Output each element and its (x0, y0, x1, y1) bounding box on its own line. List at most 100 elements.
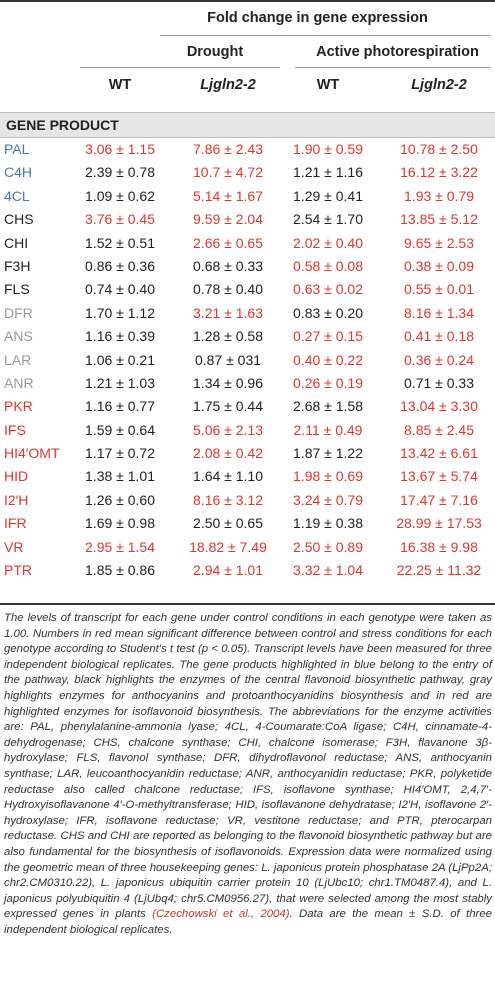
photorespiration-rule (295, 67, 490, 68)
table-row: PKR 1.16 ± 0.77 1.75 ± 0.44 2.68 ± 1.58 13.0… (0, 395, 495, 418)
table-row: ANR 1.21 ± 1.03 1.34 ± 0.96 0.26 ± 0.19 0.71… (0, 372, 495, 395)
table-row: PAL 3.06 ± 1.15 7.86 ± 2.43 1.90 ± 0.59 10.7… (0, 138, 495, 161)
gene-name-cell: PTR (4, 562, 32, 579)
value-cell: 7.86 ± 2.43 (193, 141, 263, 157)
gene-name-cell: IFR (4, 515, 27, 532)
value-cell: 1.98 ± 0.69 (293, 468, 363, 485)
value-cell: 9.65 ± 2.53 (404, 234, 474, 251)
value-cell: 1.29 ± 0.41 (293, 187, 363, 204)
value-cell: 2.66 ± 0.65 (193, 234, 263, 251)
gene-name-cell: F3H (4, 257, 31, 274)
value-cell: 2.50 ± 0.65 (193, 515, 263, 532)
table-main-header: Fold change in gene expression (207, 10, 428, 26)
photorespiration-wt-header: WT (316, 77, 340, 93)
value-cell: 0.40 ± 0.22 (293, 351, 363, 368)
value-cell: 8.16 ± 1.34 (404, 304, 474, 321)
value-cell: 1.21 ± 1.16 (293, 164, 363, 181)
gene-name-cell: I2′H (4, 491, 29, 508)
table-row: C4H 2.39 ± 0.78 10.7 ± 4.72 1.21 ± 1.16 16.1… (0, 161, 495, 184)
value-cell: 0.41 ± 0.18 (404, 328, 474, 345)
photorespiration-mutant-header: Ljgln2-2 (411, 77, 467, 93)
drought-wt-header: WT (108, 77, 132, 93)
value-cell: 18.82 ± 7.49 (189, 538, 267, 555)
value-cell: 17.47 ± 7.16 (400, 491, 478, 508)
table-bottom-rule (0, 603, 495, 605)
value-cell: 0.63 ± 0.02 (293, 281, 363, 298)
value-cell: 0.55 ± 0.01 (404, 281, 474, 298)
gene-name-cell: LAR (4, 351, 32, 368)
value-cell: 1.38 ± 1.01 (85, 468, 155, 485)
table-row: FLS 0.74 ± 0.40 0.78 ± 0.40 0.63 ± 0.02 0.55… (0, 278, 495, 301)
value-cell: 1.90 ± 0.59 (293, 141, 363, 157)
value-cell: 1.34 ± 0.96 (193, 374, 263, 391)
value-cell: 16.38 ± 9.98 (400, 538, 478, 555)
table-row: 4CL 1.09 ± 0.62 5.14 ± 1.67 1.29 ± 0.41 1.93… (0, 185, 495, 208)
value-cell: 1.28 ± 0.58 (193, 328, 263, 345)
value-cell: 13.85 ± 5.12 (400, 211, 478, 228)
value-cell: 3.24 ± 0.79 (293, 491, 363, 508)
value-cell: 8.16 ± 3.12 (193, 491, 263, 508)
table-row: VR 2.95 ± 1.54 18.82 ± 7.49 2.50 ± 0.89 16.3… (0, 536, 495, 559)
footnote-citation-link[interactable]: (Czechowski et al., 2004) (152, 908, 290, 921)
gene-name-cell: PKR (4, 398, 33, 415)
gene-name-cell: ANS (4, 328, 33, 345)
value-cell: 1.59 ± 0.64 (85, 421, 155, 438)
value-cell: 0.27 ± 0.15 (293, 328, 363, 345)
value-cell: 1.21 ± 1.03 (85, 374, 155, 391)
value-cell: 1.85 ± 0.86 (85, 562, 155, 579)
value-cell: 0.36 ± 0.24 (404, 351, 474, 368)
value-cell: 8.85 ± 2.45 (404, 421, 474, 438)
value-cell: 3.21 ± 1.63 (193, 304, 263, 321)
table-row: IFS 1.59 ± 0.64 5.06 ± 2.13 2.11 ± 0.49 8.85… (0, 419, 495, 442)
value-cell: 5.06 ± 2.13 (193, 421, 263, 438)
section-header-band: GENE PRODUCT (0, 112, 495, 138)
value-cell: 3.76 ± 0.45 (85, 211, 155, 228)
gene-name-cell: PAL (4, 141, 30, 157)
table-row: IFR 1.69 ± 0.98 2.50 ± 0.65 1.19 ± 0.38 28.9… (0, 512, 495, 535)
table-row: CHI 1.52 ± 0.51 2.66 ± 0.65 2.02 ± 0.40 9.65… (0, 232, 495, 255)
table-row: ANS 1.16 ± 0.39 1.28 ± 0.58 0.27 ± 0.15 0.41… (0, 325, 495, 348)
table-footnote: The levels of transcript for each gene u… (4, 611, 492, 938)
value-cell: 0.87 ± 031 (194, 351, 262, 368)
value-cell: 2.08 ± 0.42 (193, 445, 263, 462)
value-cell: 2.68 ± 1.58 (293, 398, 363, 415)
value-cell: 16.12 ± 3.22 (400, 164, 478, 181)
value-cell: 9.59 ± 2.04 (193, 211, 263, 228)
value-cell: 0.58 ± 0.08 (293, 257, 363, 274)
section-label: GENE PRODUCT (6, 117, 119, 133)
value-cell: 0.71 ± 0.33 (404, 374, 474, 391)
drought-rule (80, 67, 280, 68)
value-cell: 2.95 ± 1.54 (85, 538, 155, 555)
table-body: PAL 3.06 ± 1.15 7.86 ± 2.43 1.90 ± 0.59 10.7… (0, 138, 495, 582)
photorespiration-header: Active photorespiration (316, 44, 479, 60)
gene-name-cell: FLS (4, 281, 30, 298)
value-cell: 13.04 ± 3.30 (400, 398, 478, 415)
value-cell: 1.75 ± 0.44 (193, 398, 263, 415)
table-row: I2′H 1.26 ± 0.60 8.16 ± 3.12 3.24 ± 0.79 17.… (0, 489, 495, 512)
value-cell: 0.74 ± 0.40 (85, 281, 155, 298)
value-cell: 0.26 ± 0.19 (293, 374, 363, 391)
gene-name-cell: CHS (4, 211, 34, 228)
value-cell: 0.68 ± 0.33 (193, 257, 263, 274)
drought-mutant-header: Ljgln2-2 (200, 77, 256, 93)
gene-name-cell: VR (4, 538, 24, 555)
table-row: CHS 3.76 ± 0.45 9.59 ± 2.04 2.54 ± 1.70 13.8… (0, 208, 495, 231)
gene-name-cell: IFS (4, 421, 26, 438)
value-cell: 1.69 ± 0.98 (85, 515, 155, 532)
value-cell: 28.99 ± 17.53 (396, 515, 482, 532)
value-cell: 1.70 ± 1.12 (85, 304, 155, 321)
value-cell: 0.83 ± 0.20 (293, 304, 363, 321)
table-row: F3H 0.86 ± 0.36 0.68 ± 0.33 0.58 ± 0.08 0.38… (0, 255, 495, 278)
value-cell: 1.64 ± 1.10 (193, 468, 263, 485)
drought-header: Drought (186, 44, 244, 60)
footnote-tail: . Data are the mean ± S.D. of three inde… (4, 908, 493, 936)
gene-name-cell: ANR (4, 374, 34, 391)
table-top-rule (0, 0, 495, 2)
gene-name-cell: HI4′OMT (4, 445, 60, 462)
value-cell: 13.67 ± 5.74 (400, 468, 478, 485)
value-cell: 5.14 ± 1.67 (193, 187, 263, 204)
table-row: PTR 1.85 ± 0.86 2.94 ± 1.01 3.32 ± 1.04 22.2… (0, 559, 495, 582)
value-cell: 2.39 ± 0.78 (85, 164, 155, 181)
gene-name-cell: CHI (4, 234, 29, 251)
value-cell: 1.26 ± 0.60 (85, 491, 155, 508)
